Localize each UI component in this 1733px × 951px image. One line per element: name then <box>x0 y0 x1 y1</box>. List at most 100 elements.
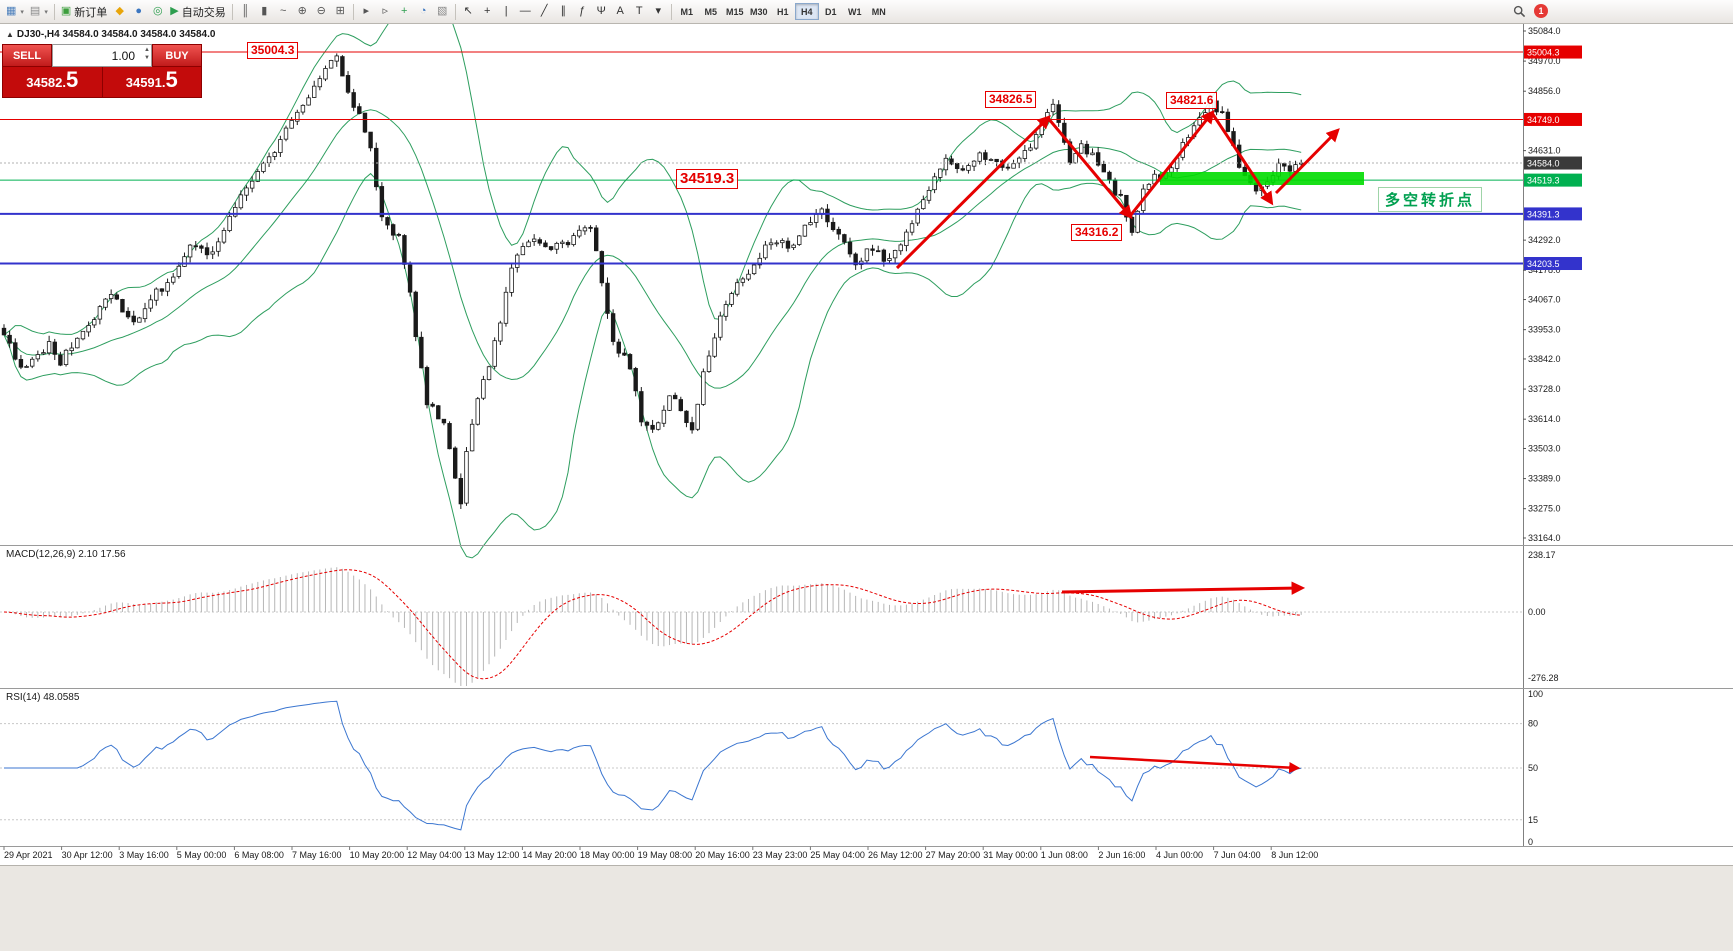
profiles-button[interactable]: ▤ ▾ <box>27 2 51 22</box>
svg-text:33389.0: 33389.0 <box>1528 474 1561 484</box>
refresh-button-icon: ◎ <box>152 5 163 17</box>
svg-text:14 May 20:00: 14 May 20:00 <box>522 850 577 860</box>
tf-h4[interactable]: H4 <box>794 3 819 20</box>
bar-chart-button[interactable]: ║ <box>236 2 255 22</box>
tf-d1[interactable]: D1 <box>819 3 843 20</box>
new-order-button[interactable]: ▣ 新订单 <box>58 2 110 22</box>
line-chart-button-icon: ~ <box>280 5 287 17</box>
tf-m5[interactable]: M5 <box>699 3 723 20</box>
volume-down-icon[interactable]: ▼ <box>144 55 150 62</box>
svg-text:34856.0: 34856.0 <box>1528 86 1561 96</box>
price-annotation-label: 34519.3 <box>676 169 739 189</box>
community-button-icon: ● <box>135 5 143 17</box>
search-button[interactable] <box>1510 1 1529 21</box>
bottom-panel <box>0 865 1733 951</box>
horizontal-line-tool[interactable]: — <box>516 2 535 22</box>
svg-text:4 Jun 00:00: 4 Jun 00:00 <box>1156 850 1203 860</box>
autotrading-button-icon: ▶ <box>170 5 179 17</box>
crosshair-tool[interactable]: + <box>478 2 497 22</box>
zoom-in-button[interactable]: ⊕ <box>293 2 312 22</box>
svg-text:0.00: 0.00 <box>1528 607 1546 617</box>
templates-button[interactable]: ▧ <box>433 2 452 22</box>
collapse-icon[interactable]: ▲ <box>6 30 14 39</box>
toolbar: ▦ ▾ ▤ ▾ ▣ 新订单 ◆ ● ◎ ▶ 自动交易 ║ ▮ ~ ⊕ ⊖ ⊞ ▸ ▹ + ◔ ▧ ↖ + | — ╱ ∥ ƒ Ψ A T ▾ M1… <box>0 0 1733 24</box>
tile-windows-button[interactable]: ⊞ <box>331 2 350 22</box>
vertical-line-tool-icon: | <box>504 5 508 17</box>
svg-text:2 Jun 16:00: 2 Jun 16:00 <box>1098 850 1145 860</box>
community-button[interactable]: ● <box>129 2 148 22</box>
svg-text:34749.0: 34749.0 <box>1527 115 1560 125</box>
svg-text:-276.28: -276.28 <box>1528 673 1559 683</box>
text-tool-icon: A <box>616 5 624 17</box>
svg-text:238.17: 238.17 <box>1528 550 1556 560</box>
sell-price[interactable]: 34582. 5 <box>3 67 102 97</box>
tf-m30[interactable]: M30 <box>747 3 771 20</box>
macd-label: MACD(12,26,9) 2.10 17.56 <box>6 549 126 560</box>
refresh-button[interactable]: ◎ <box>148 2 167 22</box>
price-annotation-label: 34821.6 <box>1166 92 1218 109</box>
new-chart-button[interactable]: ▦ ▾ <box>3 2 27 22</box>
svg-text:34584.0: 34584.0 <box>1527 159 1560 169</box>
auto-scroll-button[interactable]: ▸ <box>357 2 376 22</box>
sell-button[interactable]: SELL <box>2 44 52 67</box>
autotrading-button[interactable]: ▶ 自动交易 <box>167 2 228 22</box>
fibonacci-tool[interactable]: ƒ <box>573 2 592 22</box>
svg-text:15: 15 <box>1528 815 1538 825</box>
svg-text:34292.0: 34292.0 <box>1528 235 1561 245</box>
volume-spinner[interactable]: ▲ ▼ <box>144 46 150 63</box>
tile-windows-button-icon: ⊞ <box>335 5 345 17</box>
toolbar-separator <box>231 3 233 20</box>
vertical-line-tool[interactable]: | <box>497 2 516 22</box>
line-chart-button[interactable]: ~ <box>274 2 293 22</box>
horizontal-line-tool-icon: — <box>519 5 531 17</box>
zoom-out-button[interactable]: ⊖ <box>312 2 331 22</box>
toolbar-separator <box>454 3 456 20</box>
macd-panel: 238.17 0.00 -276.28 <box>0 550 1559 686</box>
toolbar-right: 1 <box>1510 1 1548 21</box>
indicators-button-icon: + <box>401 5 408 17</box>
volume-up-icon[interactable]: ▲ <box>144 47 150 53</box>
new-chart-button-icon: ▦ <box>6 5 17 17</box>
svg-text:0: 0 <box>1528 837 1533 847</box>
new-order-button-label: 新订单 <box>74 6 108 19</box>
tf-m15[interactable]: M15 <box>723 3 747 20</box>
svg-text:100: 100 <box>1528 689 1543 699</box>
arrows-tool[interactable]: ▾ <box>649 2 668 22</box>
market-button[interactable]: ◆ <box>110 2 129 22</box>
cursor-tool[interactable]: ↖ <box>459 2 478 22</box>
search-icon <box>1513 5 1526 17</box>
label-tool[interactable]: T <box>630 2 649 22</box>
svg-text:7 Jun 04:00: 7 Jun 04:00 <box>1214 850 1261 860</box>
trendline-tool[interactable]: ╱ <box>535 2 554 22</box>
price-annotation-label: 35004.3 <box>247 42 299 59</box>
tf-mn[interactable]: MN <box>867 3 891 20</box>
auto-scroll-button-icon: ▸ <box>363 5 369 17</box>
templates-button-icon: ▧ <box>437 5 448 17</box>
notifications-badge[interactable]: 1 <box>1534 4 1548 18</box>
indicators-button[interactable]: + <box>395 2 414 22</box>
svg-text:12 May 04:00: 12 May 04:00 <box>407 850 462 860</box>
periods-button[interactable]: ◔ <box>414 2 433 22</box>
pitchfork-tool[interactable]: Ψ <box>592 2 611 22</box>
text-tool[interactable]: A <box>611 2 630 22</box>
rsi-panel: 100 80 50 15 0 <box>0 689 1543 847</box>
svg-text:1 Jun 08:00: 1 Jun 08:00 <box>1041 850 1088 860</box>
zoom-out-button-icon: ⊖ <box>316 5 326 17</box>
tf-m1[interactable]: M1 <box>675 3 699 20</box>
svg-text:20 May 16:00: 20 May 16:00 <box>695 850 750 860</box>
price-scale: 35084.0 34970.0 34856.0 34631.0 34292.0 34178… <box>1523 24 1582 846</box>
channel-tool[interactable]: ∥ <box>554 2 573 22</box>
svg-text:35084.0: 35084.0 <box>1528 26 1561 36</box>
candlestick-button[interactable]: ▮ <box>255 2 274 22</box>
market-button-icon: ◆ <box>115 5 124 17</box>
chart-shift-button[interactable]: ▹ <box>376 2 395 22</box>
chart-shift-button-icon: ▹ <box>382 5 388 17</box>
autotrading-button-label: 自动交易 <box>181 6 226 19</box>
buy-price[interactable]: 34591. 5 <box>101 67 201 97</box>
tf-w1[interactable]: W1 <box>843 3 867 20</box>
buy-button[interactable]: BUY <box>152 44 202 67</box>
svg-text:33614.0: 33614.0 <box>1528 414 1561 424</box>
tf-h1[interactable]: H1 <box>771 3 795 20</box>
volume-input[interactable]: 1.00 ▲ ▼ <box>52 44 152 67</box>
